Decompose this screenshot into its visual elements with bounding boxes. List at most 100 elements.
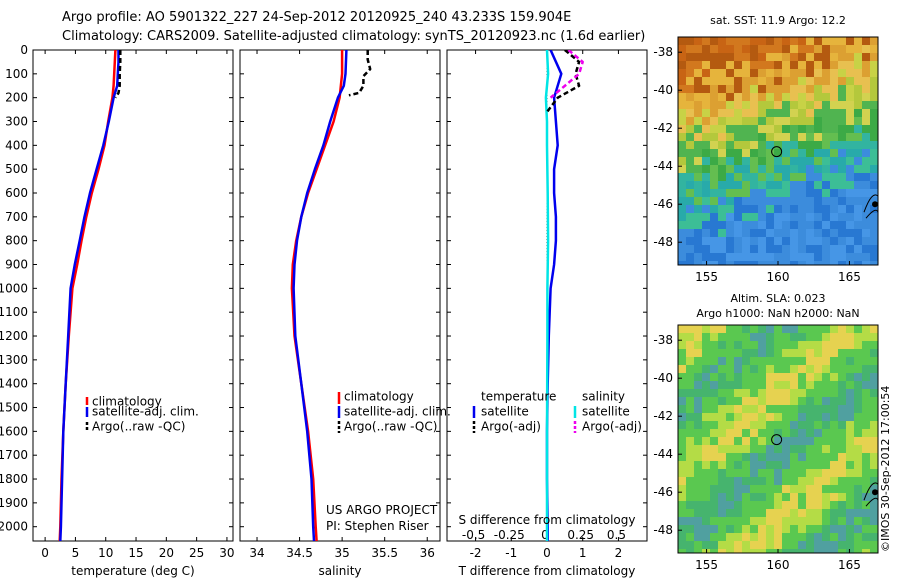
map-cell	[718, 205, 727, 214]
map-cell	[718, 165, 727, 174]
map-cell	[822, 261, 831, 265]
map-cell	[806, 421, 815, 430]
map-cell	[798, 69, 807, 78]
map-cell	[798, 389, 807, 398]
map-cell	[734, 53, 743, 62]
map-cell	[822, 205, 831, 214]
map-cell	[806, 117, 815, 126]
map-cell	[774, 509, 783, 518]
map-cell	[766, 261, 775, 265]
map-cell	[838, 237, 847, 246]
map-cell	[774, 181, 783, 190]
map-cell	[814, 349, 823, 358]
map-cell	[782, 221, 791, 230]
map-cell	[814, 501, 823, 510]
map-cell	[758, 77, 767, 86]
map-cell	[782, 53, 791, 62]
temperature-axes	[32, 49, 234, 542]
map-cell	[678, 213, 687, 222]
map-cell	[710, 45, 719, 54]
map-cell	[782, 485, 791, 494]
map-cell	[686, 445, 695, 454]
map-cell	[870, 141, 878, 150]
map-cell	[806, 333, 815, 342]
map-cell	[750, 405, 759, 414]
map-cell	[782, 157, 791, 166]
map-cell	[694, 237, 703, 246]
map-cell	[694, 37, 703, 46]
map-cell	[814, 493, 823, 502]
map-cell	[806, 213, 815, 222]
map-cell	[774, 493, 783, 502]
map-cell	[814, 525, 823, 534]
map-cell	[742, 261, 751, 265]
map-cell	[806, 517, 815, 526]
copyright-stamp: ©IMOS 30-Sep-2012 17:00:54	[879, 386, 892, 552]
map-cell	[774, 357, 783, 366]
map-cell	[862, 237, 871, 246]
map-cell	[766, 389, 775, 398]
map-cell	[686, 501, 695, 510]
map-cell	[806, 341, 815, 350]
map-cell	[790, 109, 799, 118]
map-cell	[694, 349, 703, 358]
map-cell	[726, 125, 735, 134]
map-cell	[702, 125, 711, 134]
map-cell	[710, 165, 719, 174]
map-cell	[718, 101, 727, 110]
map-cell	[822, 413, 831, 422]
map-cell	[798, 61, 807, 70]
map-cell	[702, 485, 711, 494]
map-cell	[846, 389, 855, 398]
series-line-satellite	[544, 50, 550, 541]
map-cell	[814, 221, 823, 230]
map-cell	[694, 549, 703, 553]
map-cell	[806, 501, 815, 510]
map-cell	[806, 509, 815, 518]
map-cell	[854, 61, 863, 70]
map-cell	[782, 61, 791, 70]
map-cell	[806, 157, 815, 166]
map-cell	[846, 469, 855, 478]
map-cell	[710, 125, 719, 134]
map-cell	[790, 485, 799, 494]
map-cell	[702, 205, 711, 214]
map-cell	[742, 189, 751, 198]
map-y-tick-label: -38	[653, 333, 673, 347]
map-cell	[830, 253, 839, 262]
map-cell	[758, 61, 767, 70]
depth-tick-label: 1500	[0, 401, 28, 415]
map-cell	[774, 453, 783, 462]
map-cell	[694, 77, 703, 86]
map-cell	[822, 125, 831, 134]
map-cell	[686, 525, 695, 534]
map-cell	[830, 533, 839, 542]
map-cell	[862, 429, 871, 438]
map-cell	[694, 429, 703, 438]
map-cell	[742, 357, 751, 366]
map-cell	[678, 157, 687, 166]
map-cell	[822, 461, 831, 470]
map-cell	[830, 357, 839, 366]
map-cell	[862, 125, 871, 134]
map-cell	[814, 93, 823, 102]
map-cell	[686, 325, 695, 334]
map-cell	[806, 437, 815, 446]
map-cell	[758, 437, 767, 446]
map-cell	[838, 325, 847, 334]
map-cell	[734, 501, 743, 510]
map-cell	[686, 141, 695, 150]
map-cell	[686, 61, 695, 70]
map-cell	[790, 517, 799, 526]
map-cell	[814, 205, 823, 214]
map-cell	[790, 501, 799, 510]
map-cell	[694, 541, 703, 550]
map-cell	[790, 253, 799, 262]
map-cell	[822, 77, 831, 86]
map-cell	[846, 101, 855, 110]
map-cell	[718, 229, 727, 238]
map-cell	[742, 213, 751, 222]
map-cell	[790, 189, 799, 198]
map-cell	[750, 453, 759, 462]
map-cell	[870, 349, 878, 358]
